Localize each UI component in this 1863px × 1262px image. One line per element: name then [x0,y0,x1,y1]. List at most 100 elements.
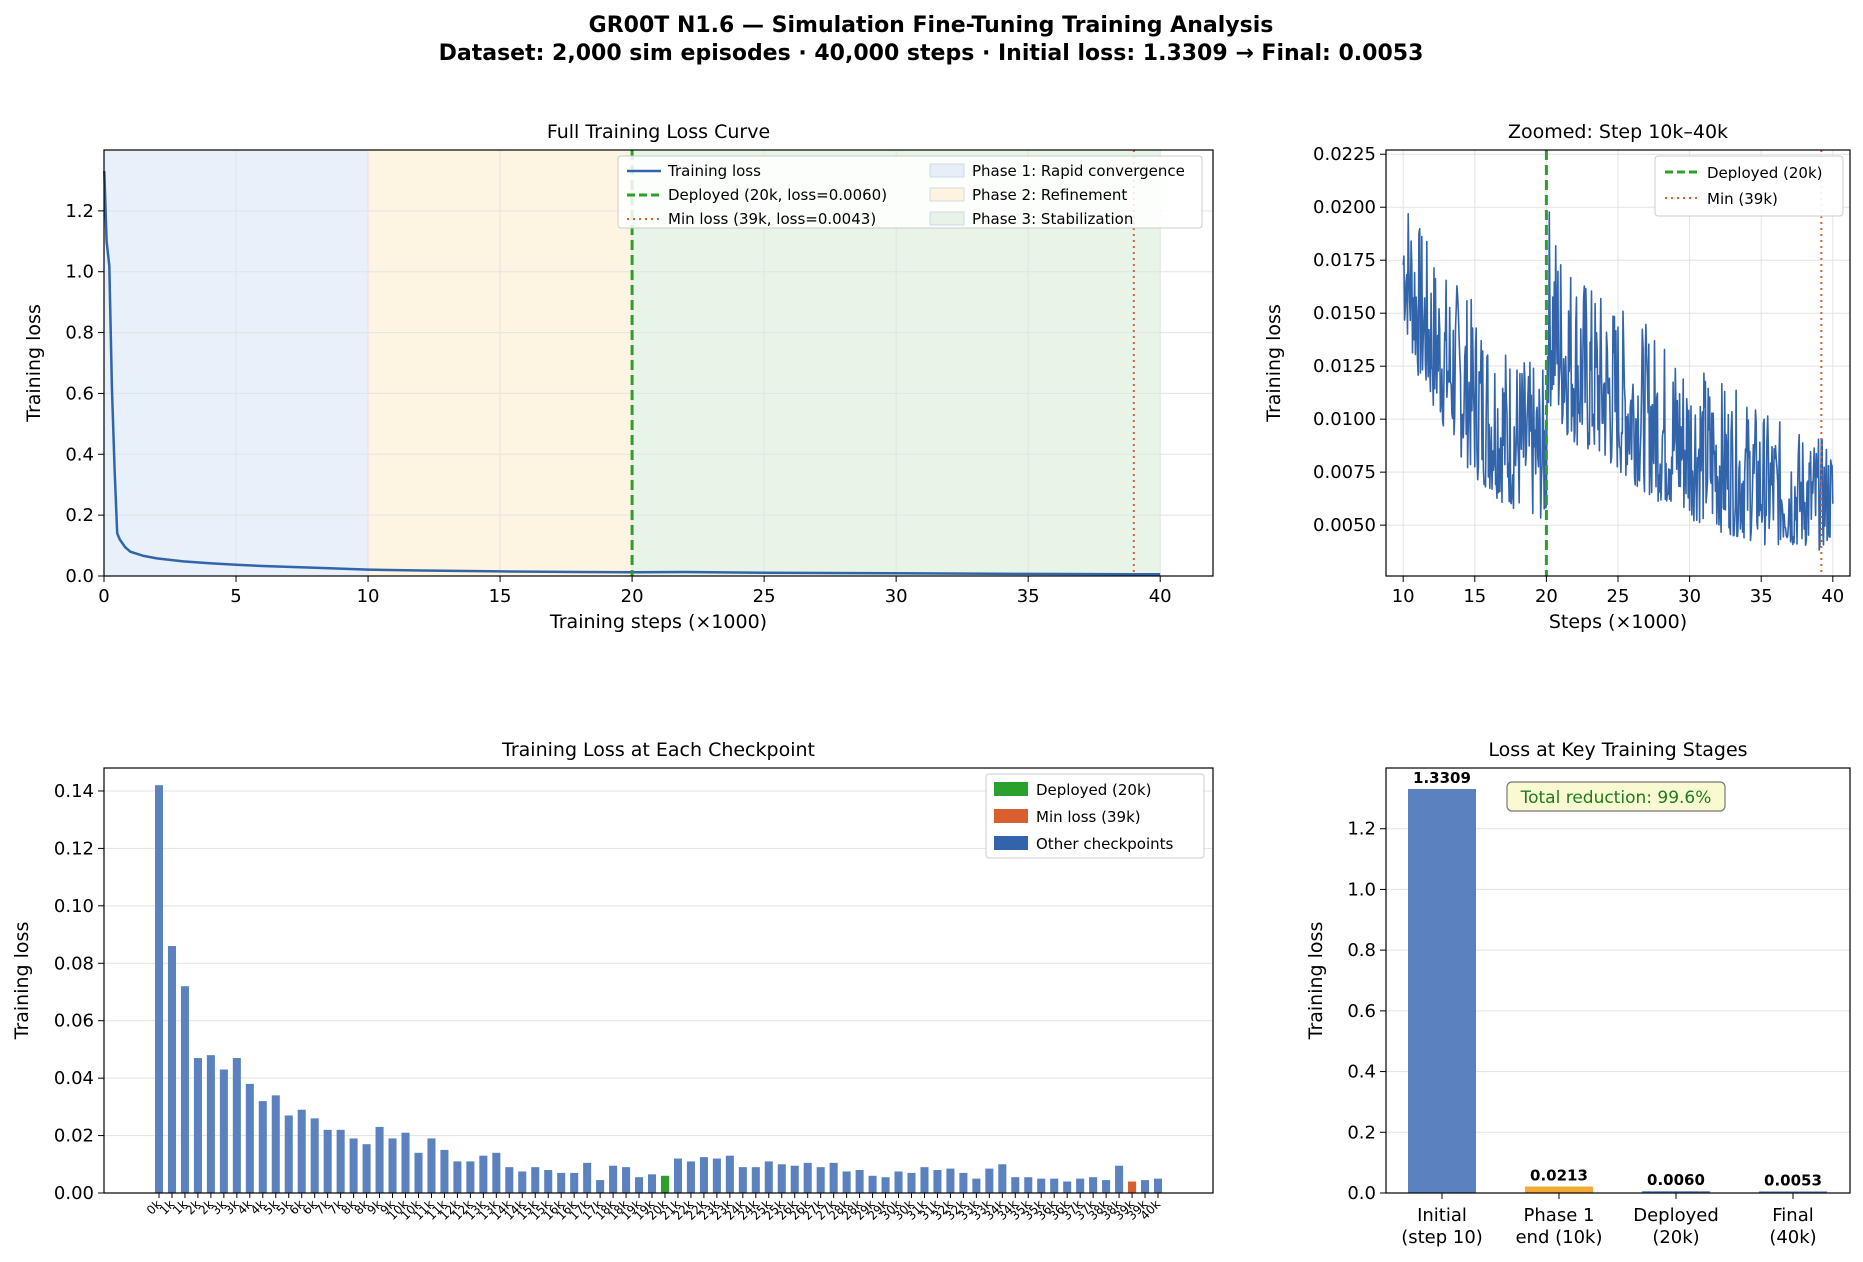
legend-box [1654,155,1844,217]
legend-phase-swatch-1 [929,163,965,178]
training-loss-line [103,170,1161,576]
legend: Deployed (20k) Min loss (39k) Other checkp… [985,773,1205,859]
checkpoint-bar [738,1167,747,1193]
panel-title: Training Loss at Each Checkpoint [501,739,815,761]
legend-box [985,773,1205,859]
checkpoint-bar [284,1115,293,1193]
checkpoint-bar [959,1172,968,1193]
y-axis-label: Training loss [1305,922,1327,1041]
plot-frame [1385,767,1851,1194]
legend-phase-swatch-2 [929,187,965,202]
y-axis-label: Training loss [11,922,33,1041]
panel-title: Loss at Key Training Stages [1488,739,1747,761]
x-tick-label: 30 [1678,586,1701,607]
checkpoint-bar [401,1132,410,1193]
checkpoint-bar [505,1167,514,1193]
checkpoint-bar [492,1152,501,1193]
checkpoint-bar [414,1152,423,1193]
min-loss-checkpoint-bar [1128,1181,1137,1193]
y-tick-label: 0.10 [54,896,94,917]
checkpoint-bar [531,1167,540,1193]
zoomed-loss-panel: Zoomed: Step 10k–40k 0.0050 0.0075 0.0100 0.… [1263,121,1851,633]
y-tick-label: 1.2 [65,201,94,222]
legend-swatch [994,809,1028,823]
checkpoint-bar [1037,1178,1046,1193]
y-tick-label: 0.0175 [1313,250,1376,271]
checkpoint-bar [985,1168,994,1193]
y-tick-label: 1.2 [1347,819,1376,840]
checkpoint-bar [764,1161,773,1193]
y-tick-label: 0.02 [54,1126,94,1147]
checkpoint-bar [206,1055,215,1193]
x-tick-label: Deployed [1633,1205,1719,1226]
checkpoint-bar [479,1155,488,1193]
x-tick-label: 20 [621,586,644,607]
y-tick-label: 0.8 [65,323,94,344]
y-tick-label: 1.0 [1347,879,1376,900]
checkpoint-bar [232,1058,241,1193]
x-tick-label: Final [1772,1205,1813,1226]
checkpoint-bar [1076,1178,1085,1193]
legend-label: Phase 2: Refinement [972,186,1127,204]
y-axis-label: Training loss [1263,304,1285,423]
checkpoint-bar [466,1161,475,1193]
checkpoint-bar [336,1129,345,1193]
bar-value-label: 0.0053 [1764,1171,1822,1189]
legend-label: Other checkpoints [1036,835,1174,853]
checkpoint-bar [816,1167,825,1193]
y-tick-label: 0.00 [54,1183,94,1204]
checkpoint-bar [193,1058,202,1193]
checkpoint-bar [557,1172,566,1193]
y-tick-label: 0.04 [54,1068,94,1089]
checkpoint-bar [453,1161,462,1193]
y-axis-label: Training loss [23,304,45,423]
panel-title: Zoomed: Step 10k–40k [1508,121,1728,143]
y-tick-label: 0.12 [54,838,94,859]
y-tick-label: 1.0 [65,262,94,283]
x-tick-label: 35 [1750,586,1773,607]
x-axis-label: Steps (×1000) [1549,611,1687,633]
checkpoint-bar [920,1167,929,1193]
checkpoint-bar [855,1170,864,1193]
checkpoint-bar [622,1167,631,1193]
checkpoint-bar [583,1162,592,1193]
full-loss-curve-panel: Full Training Loss Curve 0.0 0.2 0.4 0.6 0.8 1… [23,121,1214,633]
y-tick-label: 0.6 [1347,1001,1376,1022]
checkpoint-bar [596,1180,605,1193]
bar-value-label: 1.3309 [1413,769,1471,787]
reduction-annotation: Total reduction: 99.6% [1520,788,1712,808]
checkpoint-bar [673,1158,682,1193]
x-tick-label: 15 [489,586,512,607]
checkpoint-bar [427,1138,436,1193]
training-loss-line [1402,211,1834,551]
y-tick-label: 0.0150 [1313,303,1376,324]
x-axis-label: Training steps (×1000) [549,611,767,633]
checkpoint-bar [609,1165,618,1193]
checkpoint-bar [881,1177,890,1193]
checkpoint-bar [699,1157,708,1193]
x-tick-label: end (10k) [1515,1227,1602,1248]
checkpoint-bar [751,1167,760,1193]
checkpoint-bar [1050,1178,1059,1193]
deployed-checkpoint-bar [660,1175,670,1193]
y-tick-label: 0.6 [65,383,94,404]
checkpoint-bar [375,1126,384,1193]
y-tick-label: 0.0 [1347,1183,1376,1204]
legend-label: Training loss [667,162,761,180]
checkpoint-bar [219,1069,228,1193]
x-tick-label: Phase 1 [1524,1205,1595,1226]
checkpoint-bar [907,1172,916,1193]
y-tick-label: 0.8 [1347,940,1376,961]
legend-label: Deployed (20k) [1707,164,1823,182]
checkpoint-bar [258,1101,267,1193]
x-tick-label: 5 [230,586,241,607]
x-tick-label: (40k) [1769,1227,1816,1248]
checkpoint-bar [803,1162,812,1193]
checkpoint-bar [245,1083,254,1193]
x-tick-label: 0 [98,586,109,607]
reduction-annotation-box [1506,781,1726,812]
checkpoint-bar [933,1170,942,1193]
panel-title: Full Training Loss Curve [547,121,770,143]
legend-label: Phase 1: Rapid convergence [972,162,1185,180]
checkpoint-bar [440,1149,449,1193]
